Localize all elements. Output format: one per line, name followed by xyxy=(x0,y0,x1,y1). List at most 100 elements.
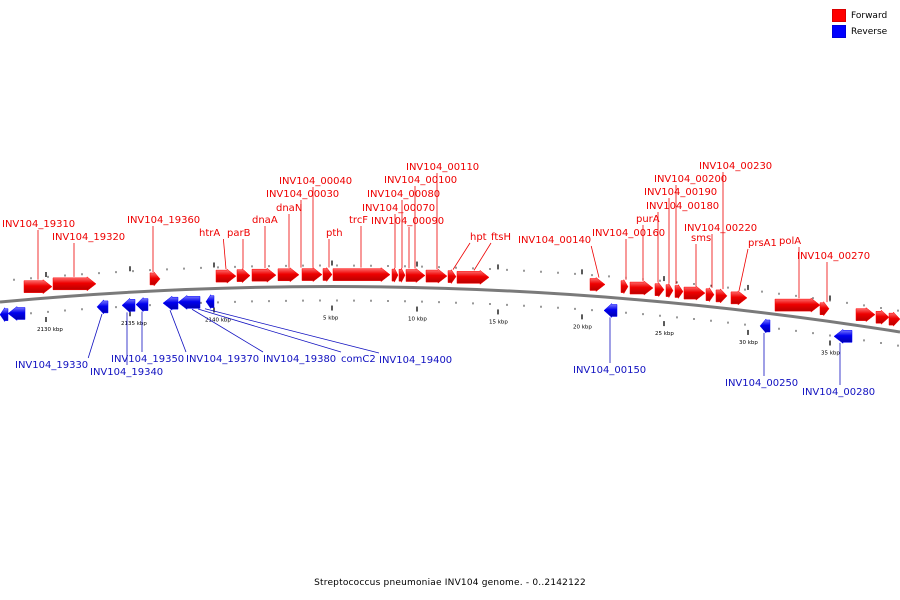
forward-gene-arrow xyxy=(332,267,391,283)
reverse-gene-label-inv104-19340: INV104_19340 xyxy=(90,367,163,378)
forward-gene-arrow xyxy=(215,268,237,284)
axis-tick-label: 2140 kbp xyxy=(205,317,231,323)
reverse-gene-label-inv104-00280: INV104_00280 xyxy=(802,387,875,398)
reverse-gene-label-inv104-00250: INV104_00250 xyxy=(725,378,798,389)
gene-leader-line xyxy=(169,310,187,353)
axis-tick-label: 10 kbp xyxy=(408,317,427,323)
forward-gene-arrow xyxy=(715,288,728,304)
forward-gene-label-inv104-00270: INV104_00270 xyxy=(797,251,870,262)
forward-gene-arrow xyxy=(301,267,323,283)
forward-gene-label-inv104-00100: INV104_00100 xyxy=(384,175,457,186)
axis-tick-label: 30 kbp xyxy=(739,340,758,346)
forward-gene-arrow xyxy=(425,268,448,284)
forward-gene-arrow xyxy=(875,309,890,325)
axis-tick-label: 20 kbp xyxy=(573,324,592,330)
reverse-gene-label-inv104-19400: INV104_19400 xyxy=(379,355,452,366)
forward-gene-arrow xyxy=(447,268,457,285)
forward-gene-arrow xyxy=(683,285,706,301)
reverse-gene-arrow xyxy=(833,328,853,344)
reverse-swatch xyxy=(832,25,846,38)
forward-gene-label-inv104-00180: INV104_00180 xyxy=(646,201,719,212)
reverse-gene-label-comc2: comC2 xyxy=(341,354,376,365)
forward-gene-arrow xyxy=(705,286,715,303)
forward-gene-label-inv104-00110: INV104_00110 xyxy=(406,162,479,173)
forward-gene-arrow xyxy=(52,276,97,292)
forward-gene-arrow xyxy=(277,267,300,283)
forward-gene-label-inv104-00090: INV104_00090 xyxy=(371,216,444,227)
reverse-gene-arrow xyxy=(177,294,201,310)
forward-gene-arrow xyxy=(730,290,748,306)
reverse-gene-label-inv104-00150: INV104_00150 xyxy=(573,365,646,376)
forward-gene-arrow xyxy=(589,276,606,292)
reverse-gene-arrow xyxy=(603,302,618,319)
forward-gene-label-htra: htrA xyxy=(199,228,220,239)
forward-gene-label-inv104-00080: INV104_00080 xyxy=(367,189,440,200)
legend-label-forward: Forward xyxy=(851,10,888,21)
forward-gene-label-inv104-19360: INV104_19360 xyxy=(127,215,200,226)
legend-item-reverse: Reverse xyxy=(832,24,892,39)
forward-gene-label-ftsh: ftsH xyxy=(491,232,511,243)
forward-gene-label-inv104-00220: INV104_00220 xyxy=(684,223,757,234)
forward-gene-arrow xyxy=(855,307,876,323)
reverse-gene-label-inv104-19330: INV104_19330 xyxy=(15,360,88,371)
forward-gene-label-inv104-19320: INV104_19320 xyxy=(52,232,125,243)
forward-gene-arrow xyxy=(322,266,333,283)
gene-leader-line xyxy=(87,313,103,359)
forward-gene-label-inv104-00230: INV104_00230 xyxy=(699,161,772,172)
forward-gene-arrow xyxy=(629,280,654,296)
reverse-gene-arrow xyxy=(759,318,771,334)
reverse-gene-arrow xyxy=(7,305,26,322)
forward-gene-arrow xyxy=(456,269,490,285)
forward-gene-arrow xyxy=(398,268,406,283)
gene-leader-line xyxy=(452,242,471,270)
legend-item-forward: Forward xyxy=(832,8,892,23)
reverse-gene-label-inv104-19350: INV104_19350 xyxy=(111,354,184,365)
forward-gene-label-inv104-00200: INV104_00200 xyxy=(654,174,727,185)
forward-gene-label-trcf: trcF xyxy=(349,215,368,226)
reverse-gene-label-inv104-19370: INV104_19370 xyxy=(186,354,259,365)
forward-gene-arrow xyxy=(665,282,674,299)
forward-gene-arrow xyxy=(251,267,277,283)
legend-label-reverse: Reverse xyxy=(851,26,888,37)
forward-gene-label-inv104-19310: INV104_19310 xyxy=(2,219,75,230)
forward-gene-label-prsa1: prsA1 xyxy=(748,238,777,249)
reverse-gene-label-inv104-19380: INV104_19380 xyxy=(263,354,336,365)
forward-gene-label-pola: polA xyxy=(779,236,801,247)
reverse-gene-arrow xyxy=(121,297,136,313)
forward-gene-arrow xyxy=(236,268,251,284)
forward-swatch xyxy=(832,9,846,22)
forward-gene-arrow xyxy=(149,271,161,287)
forward-gene-label-dnan: dnaN xyxy=(276,203,302,214)
gene-leader-line xyxy=(197,308,342,353)
forward-gene-label-pura: purA xyxy=(636,214,660,225)
reverse-gene-arrow xyxy=(162,295,179,311)
axis-tick-label: 5 kbp xyxy=(323,316,339,322)
axis-tick-label: 25 kbp xyxy=(655,331,674,337)
reverse-gene-arrow xyxy=(0,306,9,323)
legend: Forward Reverse xyxy=(832,8,892,40)
gene-leader-line xyxy=(738,248,749,291)
forward-gene-label-dnaa: dnaA xyxy=(252,215,278,226)
forward-gene-arrow xyxy=(774,297,821,313)
axis-tick-label: 15 kbp xyxy=(489,319,508,325)
forward-gene-label-inv104-00190: INV104_00190 xyxy=(644,187,717,198)
gene-leader-line xyxy=(223,238,227,270)
forward-gene-arrow xyxy=(674,283,684,300)
gene-leader-line xyxy=(590,245,600,278)
forward-gene-arrow xyxy=(620,278,629,295)
forward-gene-arrow xyxy=(819,300,830,317)
forward-gene-arrow xyxy=(888,311,900,327)
forward-gene-label-sms: sms xyxy=(691,233,711,244)
forward-gene-label-inv104-00160: INV104_00160 xyxy=(592,228,665,239)
forward-gene-arrow xyxy=(391,267,399,283)
axis-tick-label: 35 kbp xyxy=(821,350,840,356)
axis-tick-label: 2130 kbp xyxy=(37,327,63,333)
genome-caption: Streptococcus pneumoniae INV104 genome. … xyxy=(314,578,586,588)
gene-leader-line xyxy=(204,308,380,354)
axis-tick-label: 2135 kbp xyxy=(121,321,147,327)
forward-gene-arrow xyxy=(654,281,665,298)
forward-gene-arrow xyxy=(23,279,53,295)
forward-gene-label-parb: parB xyxy=(227,228,251,239)
genome-backbone xyxy=(0,285,900,334)
